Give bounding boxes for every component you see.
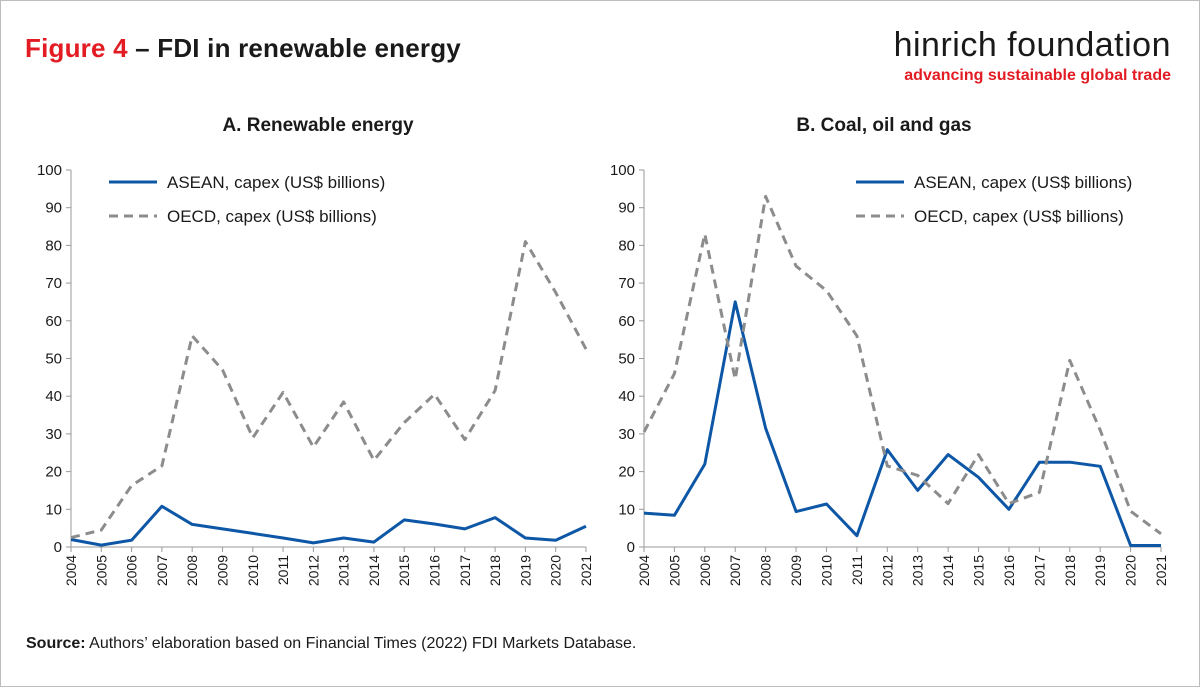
panel-a-x-tick-label: 2005 [93,555,109,586]
panel-a-y-tick-label: 60 [45,313,62,330]
panel-b-y-tick-label: 10 [618,501,635,518]
source-label: Source: [26,635,86,652]
panel-b-x-tick-label: 2016 [1001,555,1017,586]
panel-b-x-tick-label: 2014 [940,555,956,586]
panel-a-legend-label-oecd: OECD, capex (US$ billions) [167,207,377,226]
panel-b-x-tick-label: 2012 [879,555,895,586]
panel-a-x-tick-label: 2013 [336,555,352,586]
panel-b-y-tick-label: 50 [618,351,635,368]
panel-a-x-tick-label: 2012 [305,555,321,586]
panel-b-x-tick-label: 2007 [727,555,743,586]
panel-a-x-tick-label: 2007 [154,555,170,586]
figure-title-text: – FDI in renewable energy [127,33,461,63]
panel-b-y-tick-label: 20 [618,464,635,481]
panel-b-y-tick-label: 100 [610,162,635,179]
panel-b-y-tick-label: 70 [618,275,635,292]
figure-title: Figure 4 – FDI in renewable energy [25,33,461,64]
figure-label: Figure 4 [25,33,128,63]
panel-a-x-tick-label: 2010 [245,555,261,586]
panel-b-y-tick-label: 60 [618,313,635,330]
panel-a-series-oecd-line [70,240,588,540]
panel-b-series-asean-line [643,300,1161,547]
panel-b-x-tick-label: 2020 [1123,555,1139,586]
source-text: Authors’ elaboration based on Financial … [85,635,637,652]
panel-a-x-tick-label: 2006 [124,555,140,586]
panel-b-x-tick-label: 2008 [758,555,774,586]
panel-a-x-tick-label: 2019 [517,555,533,586]
panel-a-x-tick-label: 2018 [487,555,503,586]
brand-logo: hinrich foundation advancing sustainable… [894,27,1171,85]
panel-a-x-tick-label: 2021 [578,555,594,586]
panel-a-x-tick-label: 2020 [548,555,564,586]
panel-a-y-tick-label: 0 [54,539,62,556]
panel-b-y-tick-label: 90 [618,200,635,217]
panel-a-series-asean-line [70,504,587,547]
panel-a-x-tick-label: 2016 [427,555,443,586]
panel-b-x-tick-label: 2019 [1092,555,1108,586]
panel-a-x-tick-label: 2008 [184,555,200,586]
panel-a-x-tick-label: 2017 [457,555,473,586]
panel-a-y-tick-label: 30 [45,426,62,443]
panel-a-y-tick-label: 90 [45,200,62,217]
panel-b-x-tick-label: 2011 [849,555,865,585]
panel-b-y-tick-label: 30 [618,426,635,443]
panel-a-x-tick-label: 2004 [63,555,79,586]
panel-b-x-tick-label: 2017 [1031,555,1047,586]
brand-name: hinrich foundation [893,26,1171,64]
panel-a-x-tick-label: 2015 [396,555,412,586]
panel-b-x-tick-label: 2010 [818,555,834,586]
panel-b-x-tick-label: 2015 [971,555,987,586]
panel-a-y-tick-label: 80 [45,237,62,254]
panel-a-x-tick-label: 2009 [214,555,230,586]
panel-b-y-tick-label: 40 [618,388,635,405]
panel-a-y-tick-label: 100 [37,162,62,179]
panel-a-y-tick-label: 40 [45,388,62,405]
panel-b-x-tick-label: 2004 [636,555,652,586]
panel-a-y-tick-label: 50 [45,351,62,368]
panel-a-x-tick-label: 2014 [366,555,382,586]
panel-b-y-tick-label: 0 [627,539,635,556]
panel-b-legend-label-asean: ASEAN, capex (US$ billions) [914,173,1132,192]
panel-b-x-tick-label: 2018 [1062,555,1078,586]
brand-tagline: advancing sustainable global trade [904,67,1171,84]
panel-b-x-tick-label: 2021 [1153,555,1169,586]
panel-a-x-tick-label: 2011 [275,555,291,585]
panel-b-x-tick-label: 2005 [666,555,682,586]
source-note: Source: Authors’ elaboration based on Fi… [26,635,636,653]
panel-b-title: B. Coal, oil and gas [796,115,972,136]
panel-b-y-tick-label: 80 [618,237,635,254]
panel-a-title: A. Renewable energy [222,115,414,136]
panel-b-x-tick-label: 2013 [910,555,926,586]
panel-a-y-tick-label: 10 [45,501,62,518]
panel-a-y-tick-label: 20 [45,464,62,481]
panel-a-y-tick-label: 70 [45,275,62,292]
panel-b-x-tick-label: 2009 [788,555,804,586]
panel-b-x-tick-label: 2006 [697,555,713,586]
panel-b-legend-label-oecd: OECD, capex (US$ billions) [914,207,1124,226]
panel-a-legend-label-asean: ASEAN, capex (US$ billions) [167,173,385,192]
panel-b-series-oecd-line [642,194,1162,536]
